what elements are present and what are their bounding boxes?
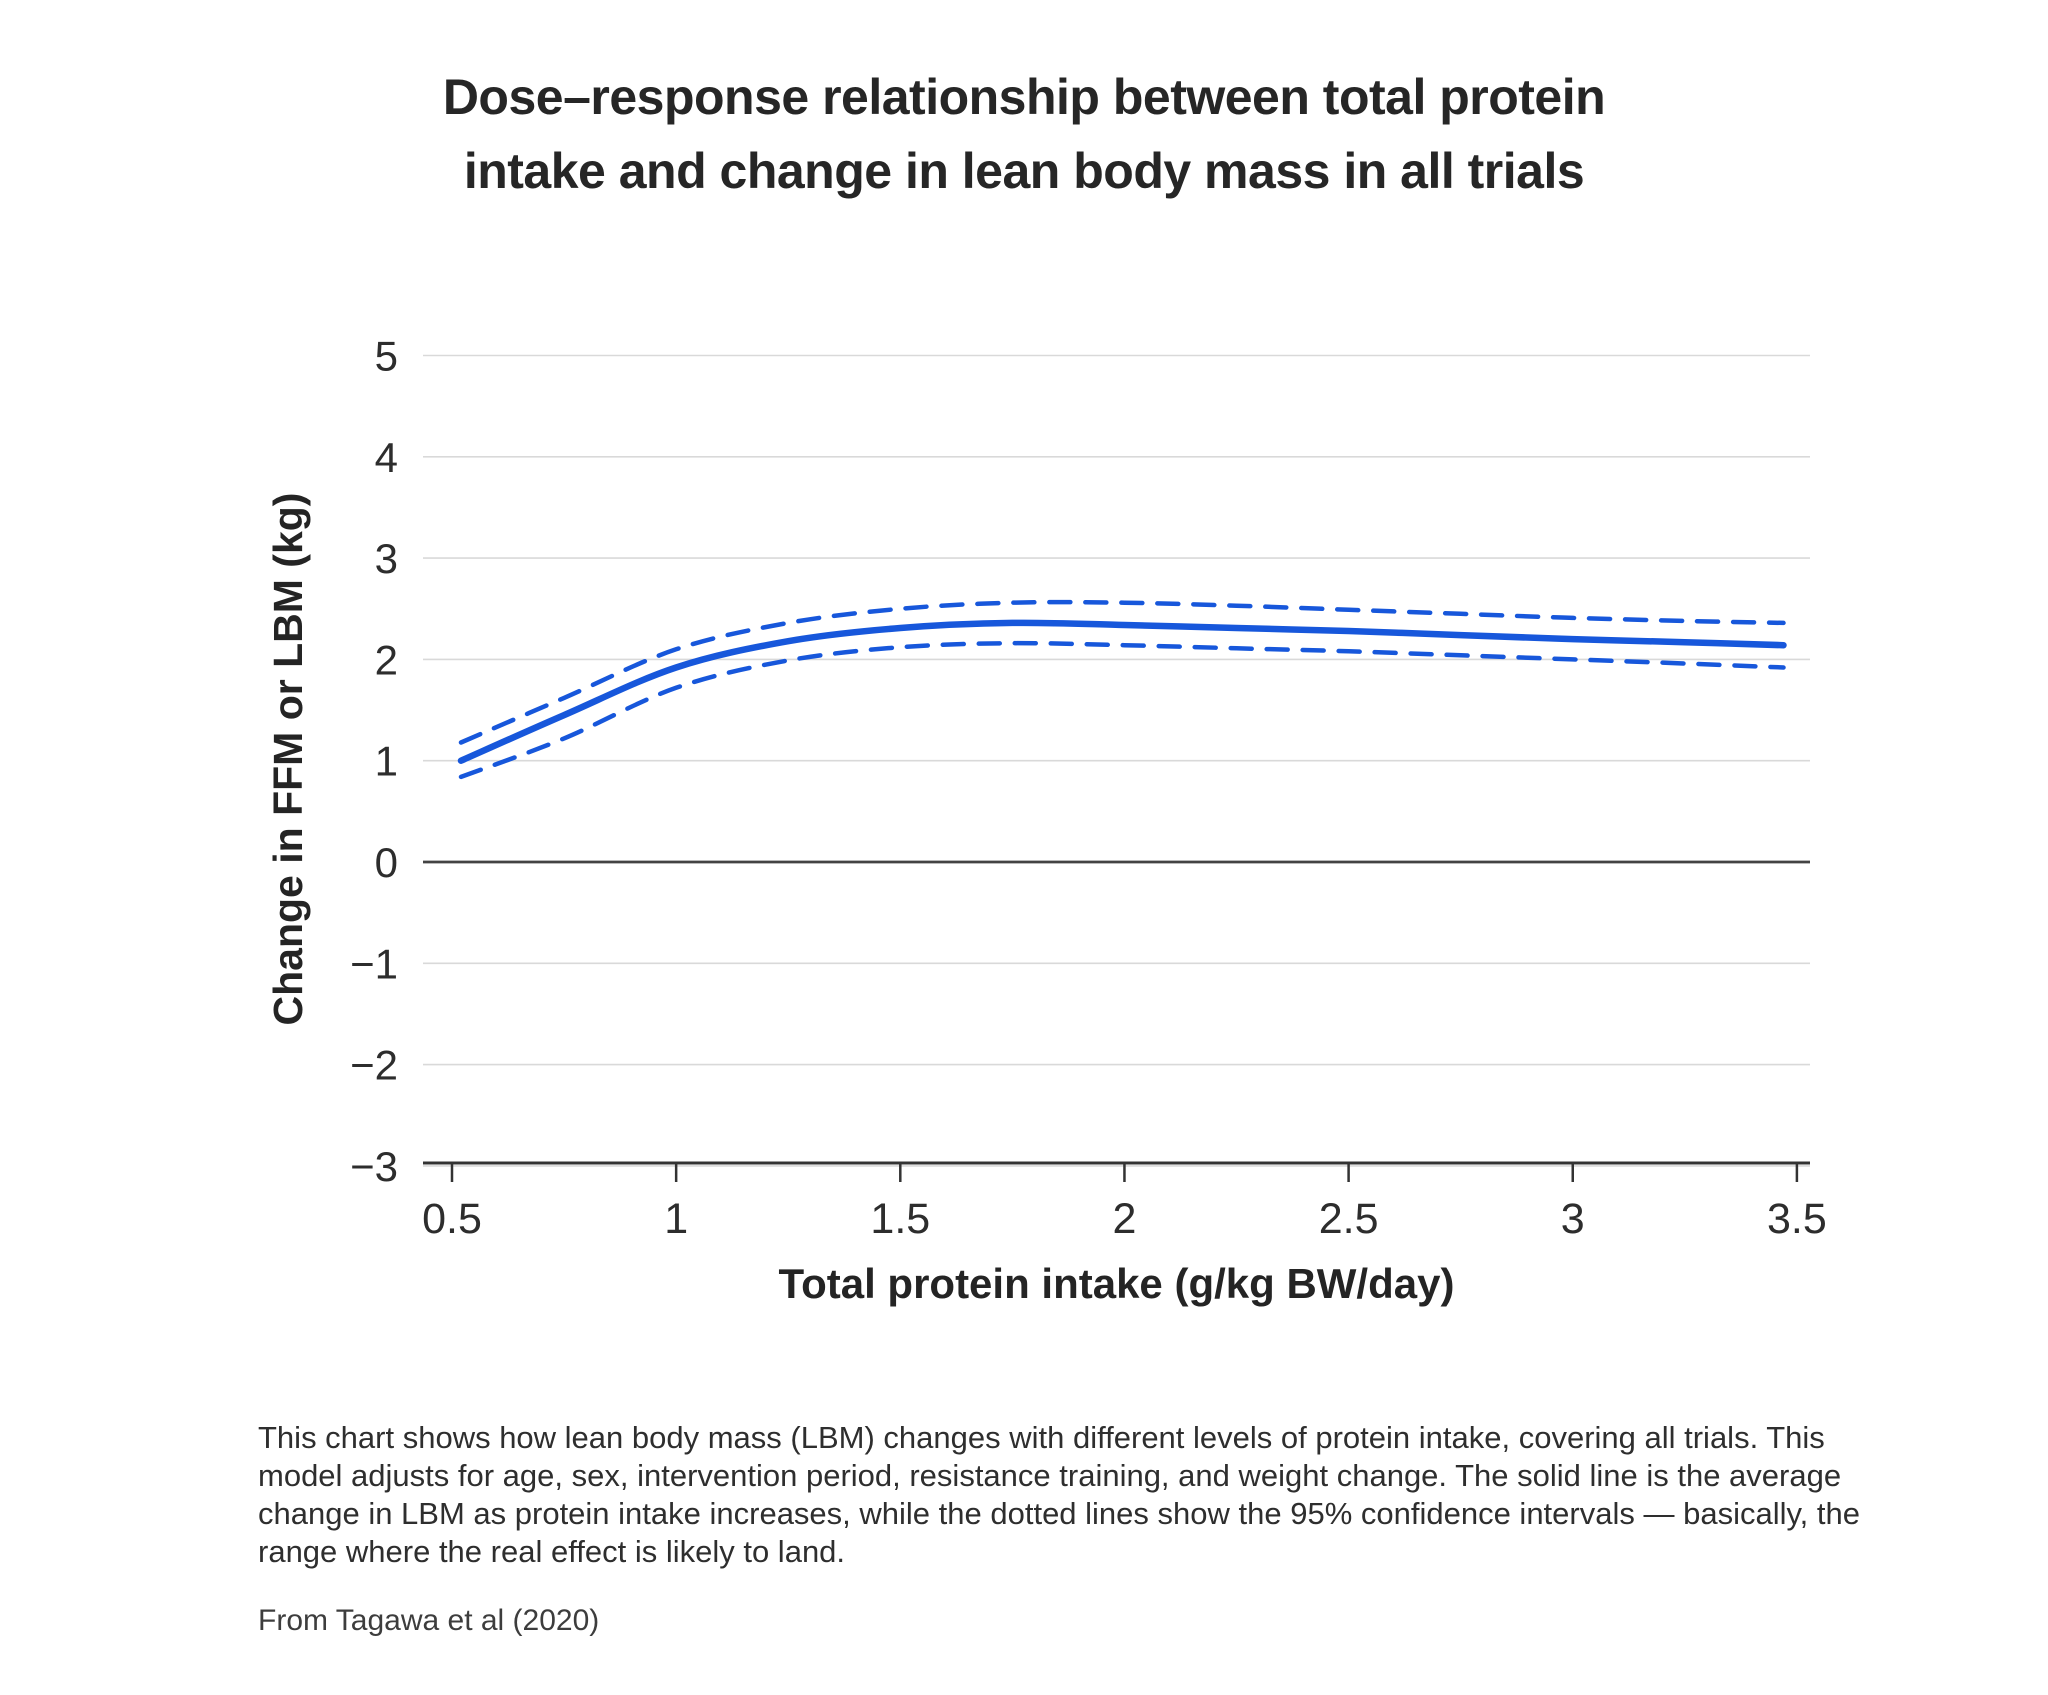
y-tick-label: 1 — [375, 738, 398, 785]
x-tick-label: 3.5 — [1767, 1195, 1827, 1243]
x-tick-label: 1 — [664, 1195, 688, 1243]
y-tick-label: −1 — [350, 940, 398, 987]
chart-caption: This chart shows how lean body mass (LBM… — [258, 1420, 1860, 1569]
y-tick-label: 2 — [375, 636, 398, 683]
x-tick-label: 1.5 — [870, 1195, 930, 1243]
x-tick-label: 3 — [1561, 1195, 1585, 1243]
confidence-interval-line — [458, 599, 1786, 745]
confidence-interval-line — [458, 640, 1786, 780]
mean-line — [457, 619, 1787, 764]
y-axis-title: Change in FFM or LBM (kg) — [265, 492, 311, 1026]
x-tick-label: 2.5 — [1319, 1195, 1379, 1243]
x-tick-label: 2 — [1112, 1195, 1136, 1243]
y-tick-label: 5 — [375, 333, 398, 380]
y-tick-label: −3 — [350, 1143, 398, 1190]
y-tick-label: 0 — [375, 839, 398, 886]
y-tick-label: 3 — [375, 535, 398, 582]
source-attribution: From Tagawa et al (2020) — [258, 1604, 600, 1637]
y-tick-label: −2 — [350, 1042, 398, 1089]
chart-title: Dose–response relationship between total… — [442, 69, 1606, 199]
x-axis-title: Total protein intake (g/kg BW/day) — [778, 1260, 1455, 1307]
y-tick-label: 4 — [375, 434, 398, 481]
x-tick-label: 0.5 — [422, 1195, 482, 1243]
